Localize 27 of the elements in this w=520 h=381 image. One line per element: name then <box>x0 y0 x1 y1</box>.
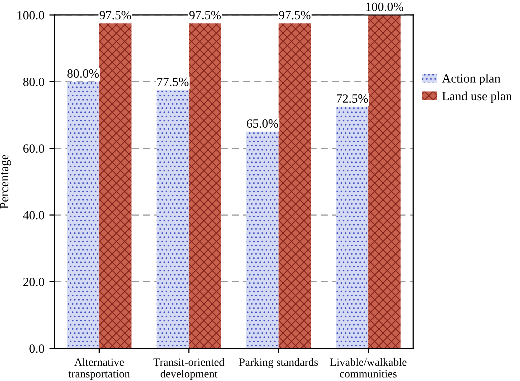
x-tick-label: Alternative transportation <box>68 358 130 380</box>
x-tick-label: Parking standards <box>240 358 318 368</box>
data-label: 77.5% <box>158 78 189 86</box>
y-tick-label: 20.0 <box>24 278 44 286</box>
y-tick-label: 100.0 <box>18 11 44 20</box>
y-axis-title: Percentage <box>0 154 12 209</box>
data-label: 72.5% <box>337 94 368 104</box>
y-tick-label: 80.0 <box>23 78 44 86</box>
bar <box>99 24 132 349</box>
data-label: 97.5% <box>190 11 222 20</box>
y-tick-label: 40.0 <box>23 211 44 220</box>
data-label: 97.5% <box>100 11 132 20</box>
data-label: 65.0% <box>247 120 278 128</box>
data-label: 100.0% <box>366 2 404 12</box>
legend-label: Action plan <box>442 74 501 86</box>
x-tick-label: Transit-oriented development <box>154 358 225 380</box>
bar <box>336 106 369 349</box>
x-tick-label: Livable/walkable communities <box>330 358 407 378</box>
bar <box>368 15 401 349</box>
y-tick-label: 60.0 <box>24 144 44 154</box>
bar <box>246 132 279 349</box>
y-tick-label: 0.0 <box>30 344 44 354</box>
data-label: 80.0% <box>68 70 100 78</box>
bar <box>189 24 222 349</box>
legend-label: Land use plan <box>442 92 512 104</box>
data-label: 97.5% <box>279 11 311 20</box>
bar <box>278 24 312 349</box>
